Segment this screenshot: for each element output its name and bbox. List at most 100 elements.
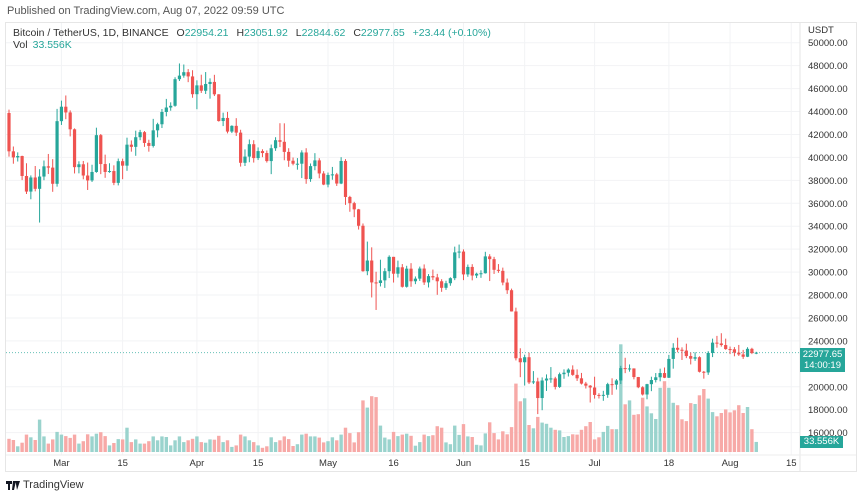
candle-body[interactable] xyxy=(597,394,601,396)
candle-body[interactable] xyxy=(601,394,605,396)
candle-body[interactable] xyxy=(195,85,199,95)
candle-body[interactable] xyxy=(134,137,138,147)
candle-body[interactable] xyxy=(234,125,238,133)
candle-body[interactable] xyxy=(265,153,269,162)
candle-body[interactable] xyxy=(571,369,575,375)
candle-body[interactable] xyxy=(745,348,750,357)
candle-body[interactable] xyxy=(649,380,653,385)
candle-body[interactable] xyxy=(300,152,304,164)
candle-body[interactable] xyxy=(330,174,334,176)
candle-body[interactable] xyxy=(488,256,492,260)
candle-body[interactable] xyxy=(208,81,212,84)
candle-body[interactable] xyxy=(566,369,570,373)
candle-body[interactable] xyxy=(94,135,98,172)
candle-body[interactable] xyxy=(72,129,77,168)
candle-body[interactable] xyxy=(418,268,422,279)
candle-body[interactable] xyxy=(553,378,557,387)
candle-body[interactable] xyxy=(413,278,418,282)
candle-body[interactable] xyxy=(308,166,313,180)
candle-body[interactable] xyxy=(295,163,300,165)
candle-body[interactable] xyxy=(252,144,256,159)
candle-body[interactable] xyxy=(42,166,46,177)
candle-body[interactable] xyxy=(20,156,24,176)
candle-body[interactable] xyxy=(422,268,426,283)
candle-body[interactable] xyxy=(278,140,282,142)
candle-body[interactable] xyxy=(479,273,483,275)
candle-body[interactable] xyxy=(715,342,719,344)
candle-body[interactable] xyxy=(584,383,588,386)
candle-body[interactable] xyxy=(99,135,103,165)
candle-body[interactable] xyxy=(737,352,741,355)
candle-body[interactable] xyxy=(689,356,693,359)
candle-body[interactable] xyxy=(160,111,164,125)
candle-body[interactable] xyxy=(457,251,461,253)
candle-body[interactable] xyxy=(352,203,356,210)
candle-body[interactable] xyxy=(370,260,374,283)
candle-body[interactable] xyxy=(391,256,396,274)
candle-body[interactable] xyxy=(112,171,116,183)
candle-body[interactable] xyxy=(575,374,579,379)
candle-body[interactable] xyxy=(453,252,457,279)
candle-body[interactable] xyxy=(190,76,195,95)
candle-body[interactable] xyxy=(741,354,745,357)
candle-body[interactable] xyxy=(46,166,50,168)
candle-body[interactable] xyxy=(732,349,737,353)
candle-body[interactable] xyxy=(710,342,715,353)
candle-body[interactable] xyxy=(702,371,706,373)
candle-body[interactable] xyxy=(728,349,732,351)
candle-body[interactable] xyxy=(107,171,112,173)
candle-body[interactable] xyxy=(291,160,295,164)
candle-body[interactable] xyxy=(239,132,243,163)
candle-body[interactable] xyxy=(182,72,186,76)
candle-body[interactable] xyxy=(142,132,147,143)
candle-body[interactable] xyxy=(59,106,64,122)
candle-body[interactable] xyxy=(204,83,208,91)
candle-body[interactable] xyxy=(317,160,321,174)
candle-body[interactable] xyxy=(623,368,627,370)
candle-body[interactable] xyxy=(619,368,623,381)
candle-body[interactable] xyxy=(536,381,540,399)
candle-body[interactable] xyxy=(173,79,177,106)
candle-body[interactable] xyxy=(483,256,487,274)
candle-body[interactable] xyxy=(654,377,658,381)
candle-body[interactable] xyxy=(212,81,216,95)
candle-body[interactable] xyxy=(400,267,404,287)
candle-body[interactable] xyxy=(68,112,72,130)
candle-body[interactable] xyxy=(558,374,562,387)
candle-body[interactable] xyxy=(121,161,125,166)
candle-body[interactable] xyxy=(116,161,120,183)
candle-body[interactable] xyxy=(348,196,352,204)
candle-body[interactable] xyxy=(387,256,391,272)
candle-body[interactable] xyxy=(217,94,221,122)
candle-body[interactable] xyxy=(326,174,330,185)
candle-body[interactable] xyxy=(247,144,251,157)
candle-body[interactable] xyxy=(706,352,710,373)
candle-body[interactable] xyxy=(256,151,260,159)
candle-body[interactable] xyxy=(667,358,671,378)
candle-body[interactable] xyxy=(632,368,636,378)
candle-body[interactable] xyxy=(671,347,675,359)
candle-body[interactable] xyxy=(470,266,474,276)
candle-body[interactable] xyxy=(448,278,452,284)
candle-body[interactable] xyxy=(33,177,37,189)
candle-body[interactable] xyxy=(676,347,680,350)
candle-body[interactable] xyxy=(606,384,610,395)
candle-body[interactable] xyxy=(155,124,160,131)
candle-body[interactable] xyxy=(719,343,723,346)
candle-body[interactable] xyxy=(435,277,439,282)
candle-body[interactable] xyxy=(641,387,645,395)
candle-body[interactable] xyxy=(697,357,702,372)
candle-body[interactable] xyxy=(426,276,431,283)
candle-body[interactable] xyxy=(151,130,155,146)
candle-body[interactable] xyxy=(658,373,662,378)
candle-body[interactable] xyxy=(77,164,81,168)
candle-body[interactable] xyxy=(64,106,68,113)
candle-body[interactable] xyxy=(169,105,173,108)
candle-body[interactable] xyxy=(474,273,479,276)
candle-body[interactable] xyxy=(750,348,754,353)
candle-body[interactable] xyxy=(177,75,182,80)
candle-body[interactable] xyxy=(86,175,90,181)
candle-body[interactable] xyxy=(544,378,549,381)
candle-body[interactable] xyxy=(396,267,400,274)
